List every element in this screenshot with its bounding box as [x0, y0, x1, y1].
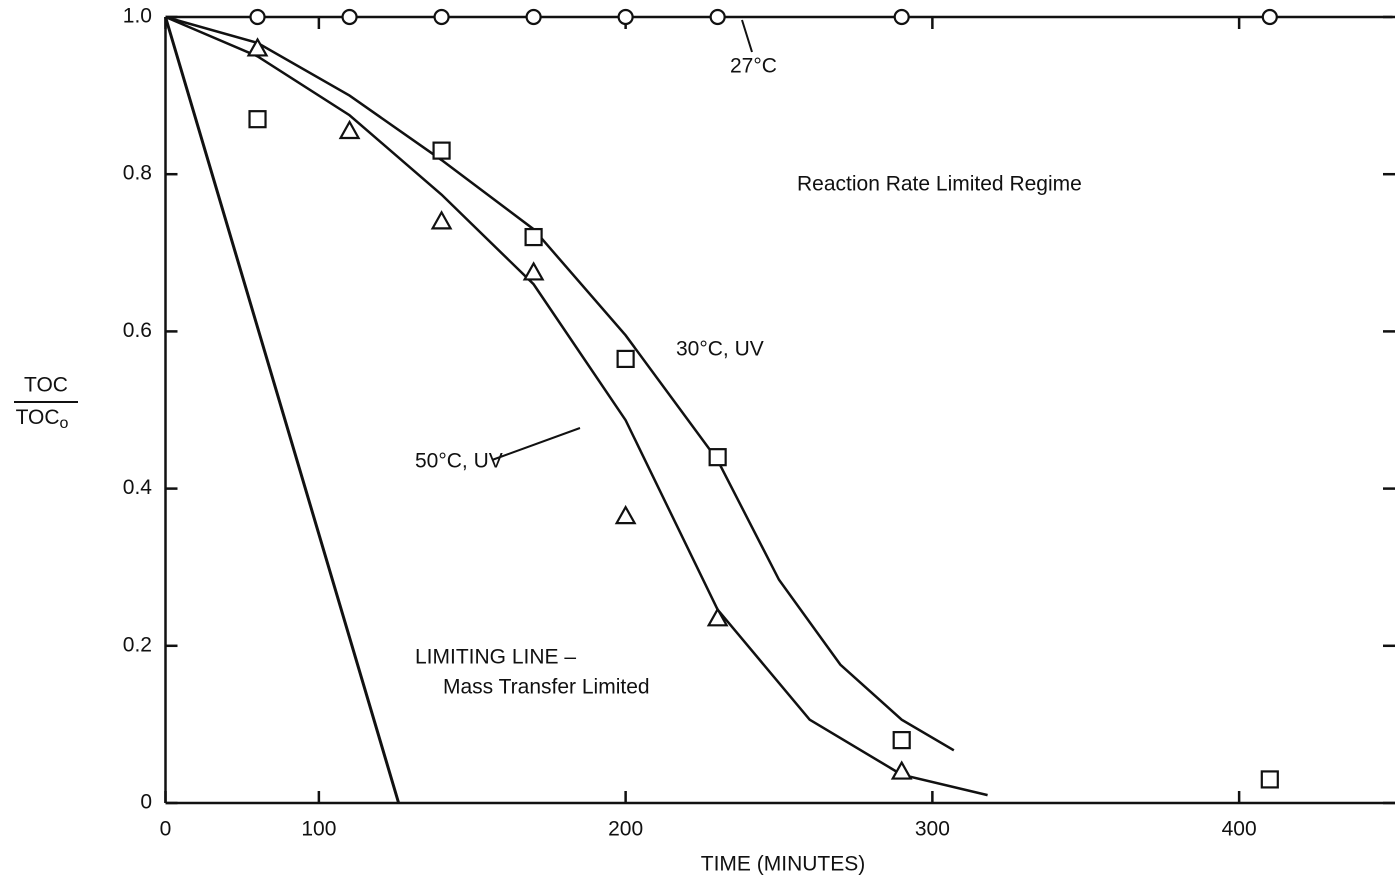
marker-circle: [341, 8, 358, 26]
marker-triangle: [706, 607, 729, 627]
y-tick-label: 0.8: [123, 162, 152, 185]
marker-square: [1260, 770, 1279, 789]
marker-square: [708, 448, 727, 467]
series-label: 27°C: [730, 55, 777, 78]
fit-curve: [165, 15, 955, 752]
marker-square: [892, 731, 911, 750]
marker-circle: [1261, 8, 1278, 26]
leader-line: [491, 427, 581, 461]
y-label-denominator: TOCo: [16, 406, 69, 433]
x-tick-label: 300: [915, 818, 950, 841]
x-tick-label: 200: [608, 818, 643, 841]
series-label: 30°C, UV: [676, 338, 764, 361]
x-tick-label: 400: [1222, 818, 1257, 841]
limiting-line: [164, 16, 401, 804]
marker-square: [616, 349, 635, 369]
y-tick-label: 0.4: [123, 476, 153, 499]
y-label-numerator: TOC: [24, 374, 68, 397]
marker-circle: [709, 8, 726, 26]
marker-triangle: [890, 760, 913, 780]
limiting-label: Mass Transfer Limited: [443, 676, 650, 699]
series-label: 50°C, UV: [415, 450, 503, 473]
marker-triangle: [338, 119, 361, 140]
marker-square: [524, 227, 543, 247]
marker-square: [432, 141, 451, 160]
x-axis-label: TIME (MINUTES): [701, 853, 865, 876]
y-tick-label: 1.0: [123, 5, 152, 28]
leader-line: [741, 19, 753, 53]
marker-circle: [433, 8, 450, 26]
marker-triangle: [614, 504, 637, 525]
y-tick-label: 0: [140, 791, 152, 814]
marker-triangle: [522, 261, 545, 281]
marker-circle: [525, 8, 542, 26]
limiting-label: LIMITING LINE –: [415, 646, 576, 669]
x-tick-label: 100: [301, 818, 336, 841]
y-tick-label: 0.2: [123, 633, 152, 656]
marker-circle: [617, 8, 634, 26]
y-tick-label: 0.6: [123, 319, 152, 342]
marker-triangle: [430, 210, 453, 230]
marker-circle: [249, 8, 266, 26]
x-tick-label: 0: [160, 818, 172, 841]
marker-circle: [893, 8, 910, 26]
marker-triangle: [246, 37, 269, 57]
marker-square: [248, 110, 267, 129]
annotation: Reaction Rate Limited Regime: [797, 173, 1082, 196]
fit-curve: [165, 15, 988, 797]
